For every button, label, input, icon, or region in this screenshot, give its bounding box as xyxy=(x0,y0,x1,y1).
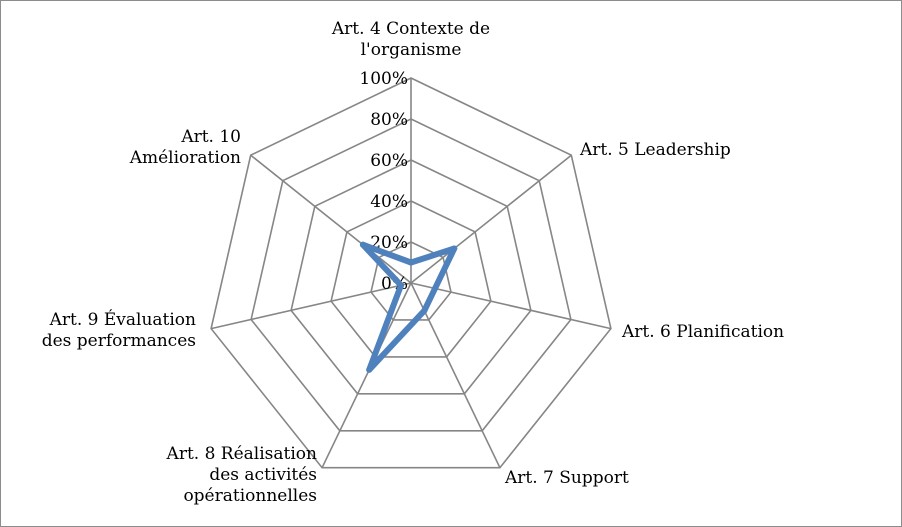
category-label-6: Art. 10 Amélioration xyxy=(129,127,241,168)
grid-ring-3 xyxy=(290,159,532,395)
grid-ring-4 xyxy=(250,118,572,432)
data-point-3 xyxy=(421,307,428,314)
spoke-2 xyxy=(410,282,612,330)
series-line-0 xyxy=(359,241,458,373)
data-point-5 xyxy=(398,282,404,289)
spoke-6 xyxy=(250,154,412,284)
data-point-2 xyxy=(432,285,438,292)
spoke-5 xyxy=(210,282,412,330)
r-tick-label-3: 60% xyxy=(370,151,408,171)
r-tick-label-4: 80% xyxy=(370,110,408,130)
spoke-1 xyxy=(410,154,572,284)
category-label-5: Art. 9 Évaluation des performances xyxy=(42,309,196,351)
data-point-1 xyxy=(451,245,458,252)
category-label-2: Art. 6 Planification xyxy=(621,322,784,342)
category-label-3: Art. 7 Support xyxy=(504,468,629,488)
data-point-0 xyxy=(408,259,414,266)
grid-ring-5 xyxy=(210,77,612,469)
r-tick-label-5: 100% xyxy=(359,69,408,89)
spoke-3 xyxy=(410,282,501,469)
category-label-4: Art. 8 Réalisation des activités opération… xyxy=(166,444,317,506)
r-tick-label-2: 40% xyxy=(370,192,408,212)
grid-ring-2 xyxy=(330,200,492,358)
category-label-1: Art. 5 Leadership xyxy=(579,140,731,160)
data-point-6 xyxy=(359,241,366,248)
category-label-0: Art. 4 Contexte de l'organisme xyxy=(331,19,490,60)
data-point-4 xyxy=(366,366,373,373)
spoke-4 xyxy=(321,282,412,469)
